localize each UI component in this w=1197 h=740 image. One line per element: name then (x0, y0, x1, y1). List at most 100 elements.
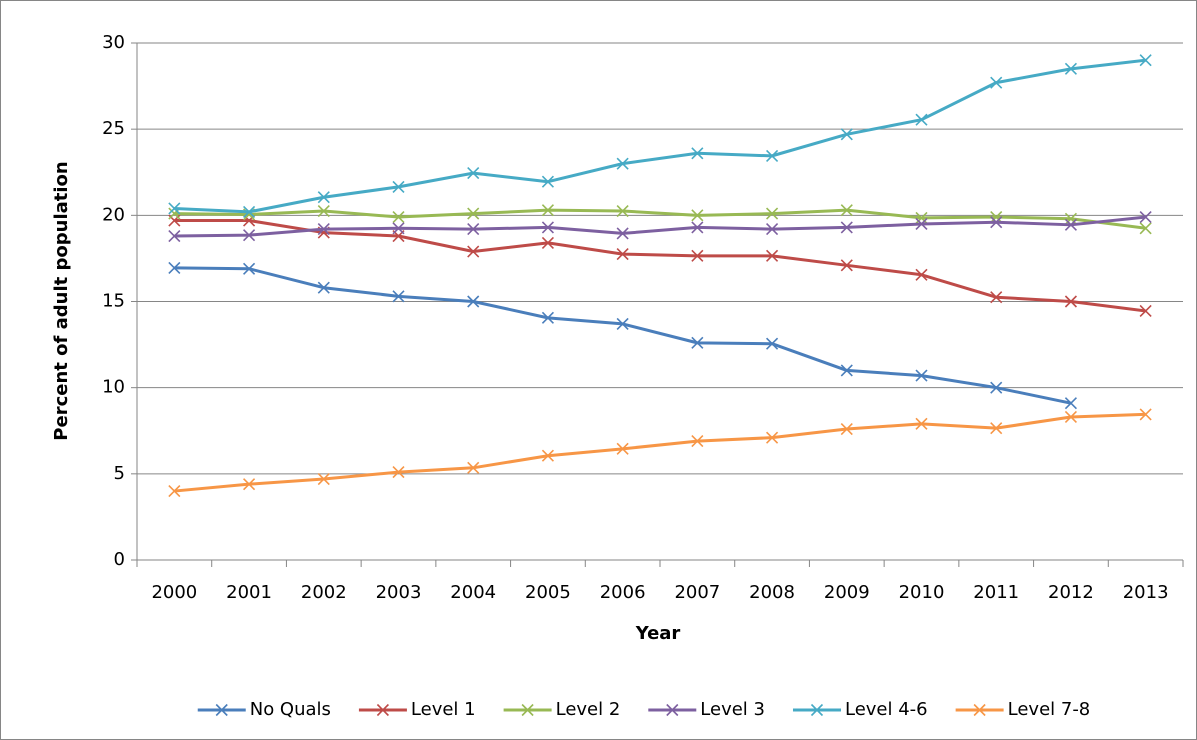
legend-item: Level 4-6 (792, 699, 928, 720)
legend-item: Level 1 (358, 699, 476, 720)
point-marker (317, 223, 330, 236)
legend-marker (215, 703, 228, 717)
point-marker (243, 205, 256, 218)
point-marker (467, 167, 480, 180)
legend-label: Level 7-8 (1008, 699, 1091, 720)
point-marker (317, 191, 330, 204)
point-marker (1064, 62, 1077, 75)
point-marker (840, 422, 853, 436)
point-marker (616, 317, 629, 330)
point-marker (915, 268, 928, 281)
y-axis-title: Percent of adult population (51, 161, 72, 440)
point-marker (990, 210, 1003, 224)
point-marker (840, 364, 853, 377)
legend-marker (810, 703, 824, 717)
point-marker (1064, 218, 1077, 231)
x-tick-label: 2006 (600, 582, 646, 603)
x-tick-label: 2013 (1123, 582, 1169, 603)
point-marker (541, 311, 554, 324)
point-marker (691, 209, 704, 222)
point-marker (243, 262, 256, 275)
x-tick-label: 2010 (899, 582, 945, 603)
series-line (174, 412, 1146, 493)
point-marker (691, 147, 704, 160)
x-tick-label: 2005 (525, 582, 571, 603)
point-marker (541, 236, 554, 249)
point-marker (467, 461, 480, 474)
point-marker (1139, 210, 1152, 224)
point-marker (541, 221, 554, 234)
y-tick-label: 20 (102, 204, 125, 225)
point-marker (766, 249, 779, 262)
point-marker (1139, 54, 1152, 67)
point-marker (467, 295, 480, 308)
legend-label: Level 2 (556, 699, 621, 720)
point-marker (1139, 408, 1152, 421)
series-line (174, 58, 1146, 214)
point-marker (1064, 212, 1077, 225)
point-marker (766, 207, 779, 220)
y-tick-label: 0 (114, 549, 125, 570)
point-marker (915, 369, 928, 382)
point-marker (243, 214, 256, 227)
point-marker (616, 248, 629, 261)
point-marker (1064, 295, 1077, 308)
point-marker (317, 204, 330, 218)
point-marker (915, 417, 928, 430)
point-marker (392, 222, 405, 235)
x-axis-title: Year (635, 623, 681, 644)
point-marker (1139, 304, 1152, 318)
x-tick-label: 2009 (824, 582, 870, 603)
y-tick-label: 25 (102, 118, 125, 139)
x-tick-label: 2012 (1048, 582, 1094, 603)
point-marker (840, 221, 853, 234)
x-tick-label: 2008 (749, 582, 795, 603)
point-marker (990, 216, 1003, 229)
series-line (174, 215, 1146, 238)
point-marker (915, 113, 928, 126)
series-line (174, 208, 1146, 230)
point-marker (616, 227, 629, 240)
point-marker (541, 204, 554, 217)
point-marker (840, 204, 853, 217)
legend-label: Level 4-6 (845, 699, 928, 720)
point-marker (1064, 397, 1077, 410)
point-marker (317, 472, 330, 486)
point-marker (766, 149, 779, 162)
point-marker (840, 128, 853, 141)
point-marker (691, 249, 704, 262)
y-tick-label: 15 (102, 291, 125, 312)
legend-label: Level 3 (700, 699, 765, 720)
point-marker (317, 281, 330, 294)
point-marker (766, 337, 779, 350)
x-tick-label: 2002 (301, 582, 347, 603)
x-tick-label: 2003 (376, 582, 422, 603)
point-marker (168, 261, 181, 274)
point-marker (840, 259, 853, 272)
point-marker (467, 223, 480, 236)
point-marker (168, 202, 181, 215)
legend-item: Level 3 (648, 699, 765, 720)
point-marker (467, 245, 480, 258)
point-marker (392, 180, 405, 193)
legend-label: Level 1 (411, 699, 476, 720)
point-marker (467, 207, 480, 220)
point-marker (392, 290, 405, 303)
point-marker (691, 336, 704, 349)
point-marker (616, 157, 629, 170)
y-tick-label: 5 (114, 463, 125, 484)
point-marker (392, 210, 405, 224)
point-marker (691, 221, 704, 234)
point-marker (1139, 222, 1152, 235)
point-marker (1064, 410, 1077, 424)
legend-marker (376, 703, 389, 717)
legend-marker (521, 703, 534, 717)
legend-label: No Quals (250, 699, 331, 720)
point-marker (616, 204, 629, 218)
legend-marker (666, 703, 679, 717)
legend-marker (973, 703, 986, 717)
point-marker (541, 175, 554, 188)
point-marker (616, 442, 629, 455)
point-marker (990, 422, 1003, 435)
